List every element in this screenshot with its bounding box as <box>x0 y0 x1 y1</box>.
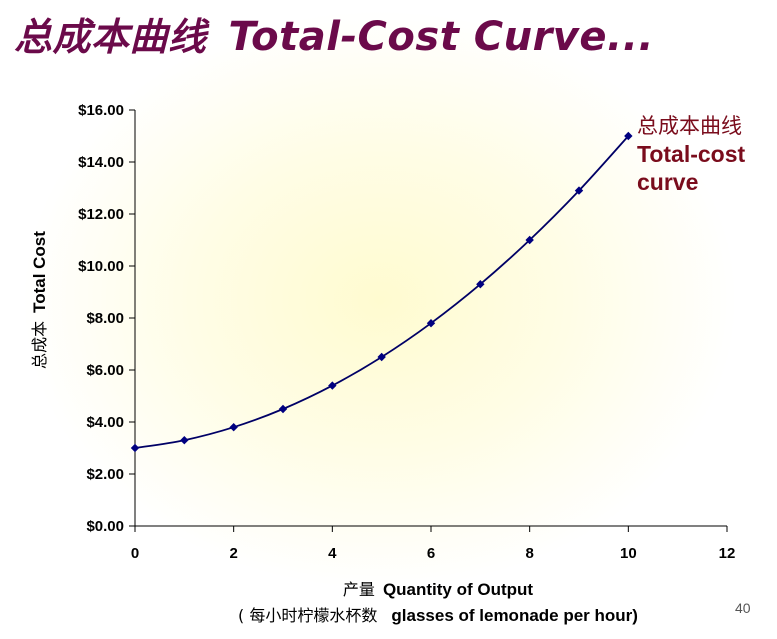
y-axis-label: 总成本 Total Cost <box>26 231 50 369</box>
y-tick-label: $10.00 <box>78 258 124 275</box>
data-point <box>180 436 189 445</box>
page-number: 40 <box>735 600 751 616</box>
curve-annotation-en-line2: curve <box>637 169 699 195</box>
data-point <box>278 404 288 414</box>
x-tick-label: 10 <box>620 545 637 562</box>
data-point <box>377 352 386 362</box>
x-tick-label: 6 <box>427 545 435 562</box>
x-axis-note-cn: ( 每小时柠檬水杯数 <box>238 606 378 625</box>
x-tick-label: 8 <box>525 545 533 562</box>
data-point <box>574 186 584 195</box>
x-tick-label: 4 <box>328 545 337 562</box>
y-tick-label: $4.00 <box>86 414 124 431</box>
x-tick-label: 2 <box>229 545 237 562</box>
y-axis-label-en: Total Cost <box>30 231 49 313</box>
x-axis-note-en: glasses of lemonade per hour) <box>391 606 638 625</box>
y-tick-label: $6.00 <box>86 362 124 379</box>
y-axis-label-cn: 总成本 <box>30 320 49 369</box>
data-point <box>328 381 337 390</box>
x-tick-label: 12 <box>719 545 736 562</box>
slide-title-cn: 总成本曲线 <box>14 15 207 59</box>
y-tick-label: $12.00 <box>78 206 124 223</box>
x-tick-label: 0 <box>131 545 139 562</box>
total-cost-line <box>134 135 630 449</box>
data-point <box>426 319 436 328</box>
curve-annotation-cn: 总成本曲线 <box>637 114 742 138</box>
y-tick-label: $16.00 <box>78 102 124 119</box>
data-point <box>525 235 534 245</box>
y-tick-label: $2.00 <box>86 466 124 483</box>
curve-annotation-en-line1: Total-cost <box>637 141 746 167</box>
slide-title-en: Total-Cost Curve... <box>228 14 655 60</box>
y-tick-label: $8.00 <box>86 310 124 327</box>
x-axis-label: 产量 Quantity of Output <box>343 576 533 600</box>
data-point <box>624 131 633 141</box>
data-point <box>476 280 485 289</box>
x-axis-note: ( 每小时柠檬水杯数 glasses of lemonade per hour) <box>238 602 638 626</box>
y-tick-label: $14.00 <box>78 154 124 171</box>
curve-annotation: 总成本曲线 Total-cost curve <box>637 112 745 196</box>
y-tick-label: $0.00 <box>86 518 124 535</box>
x-axis-label-en: Quantity of Output <box>382 580 534 599</box>
x-axis-label-cn: 产量 <box>342 580 375 599</box>
slide-title: 总成本曲线 Total-Cost Curve... <box>14 6 654 61</box>
data-point <box>229 423 238 432</box>
data-point <box>130 443 140 453</box>
